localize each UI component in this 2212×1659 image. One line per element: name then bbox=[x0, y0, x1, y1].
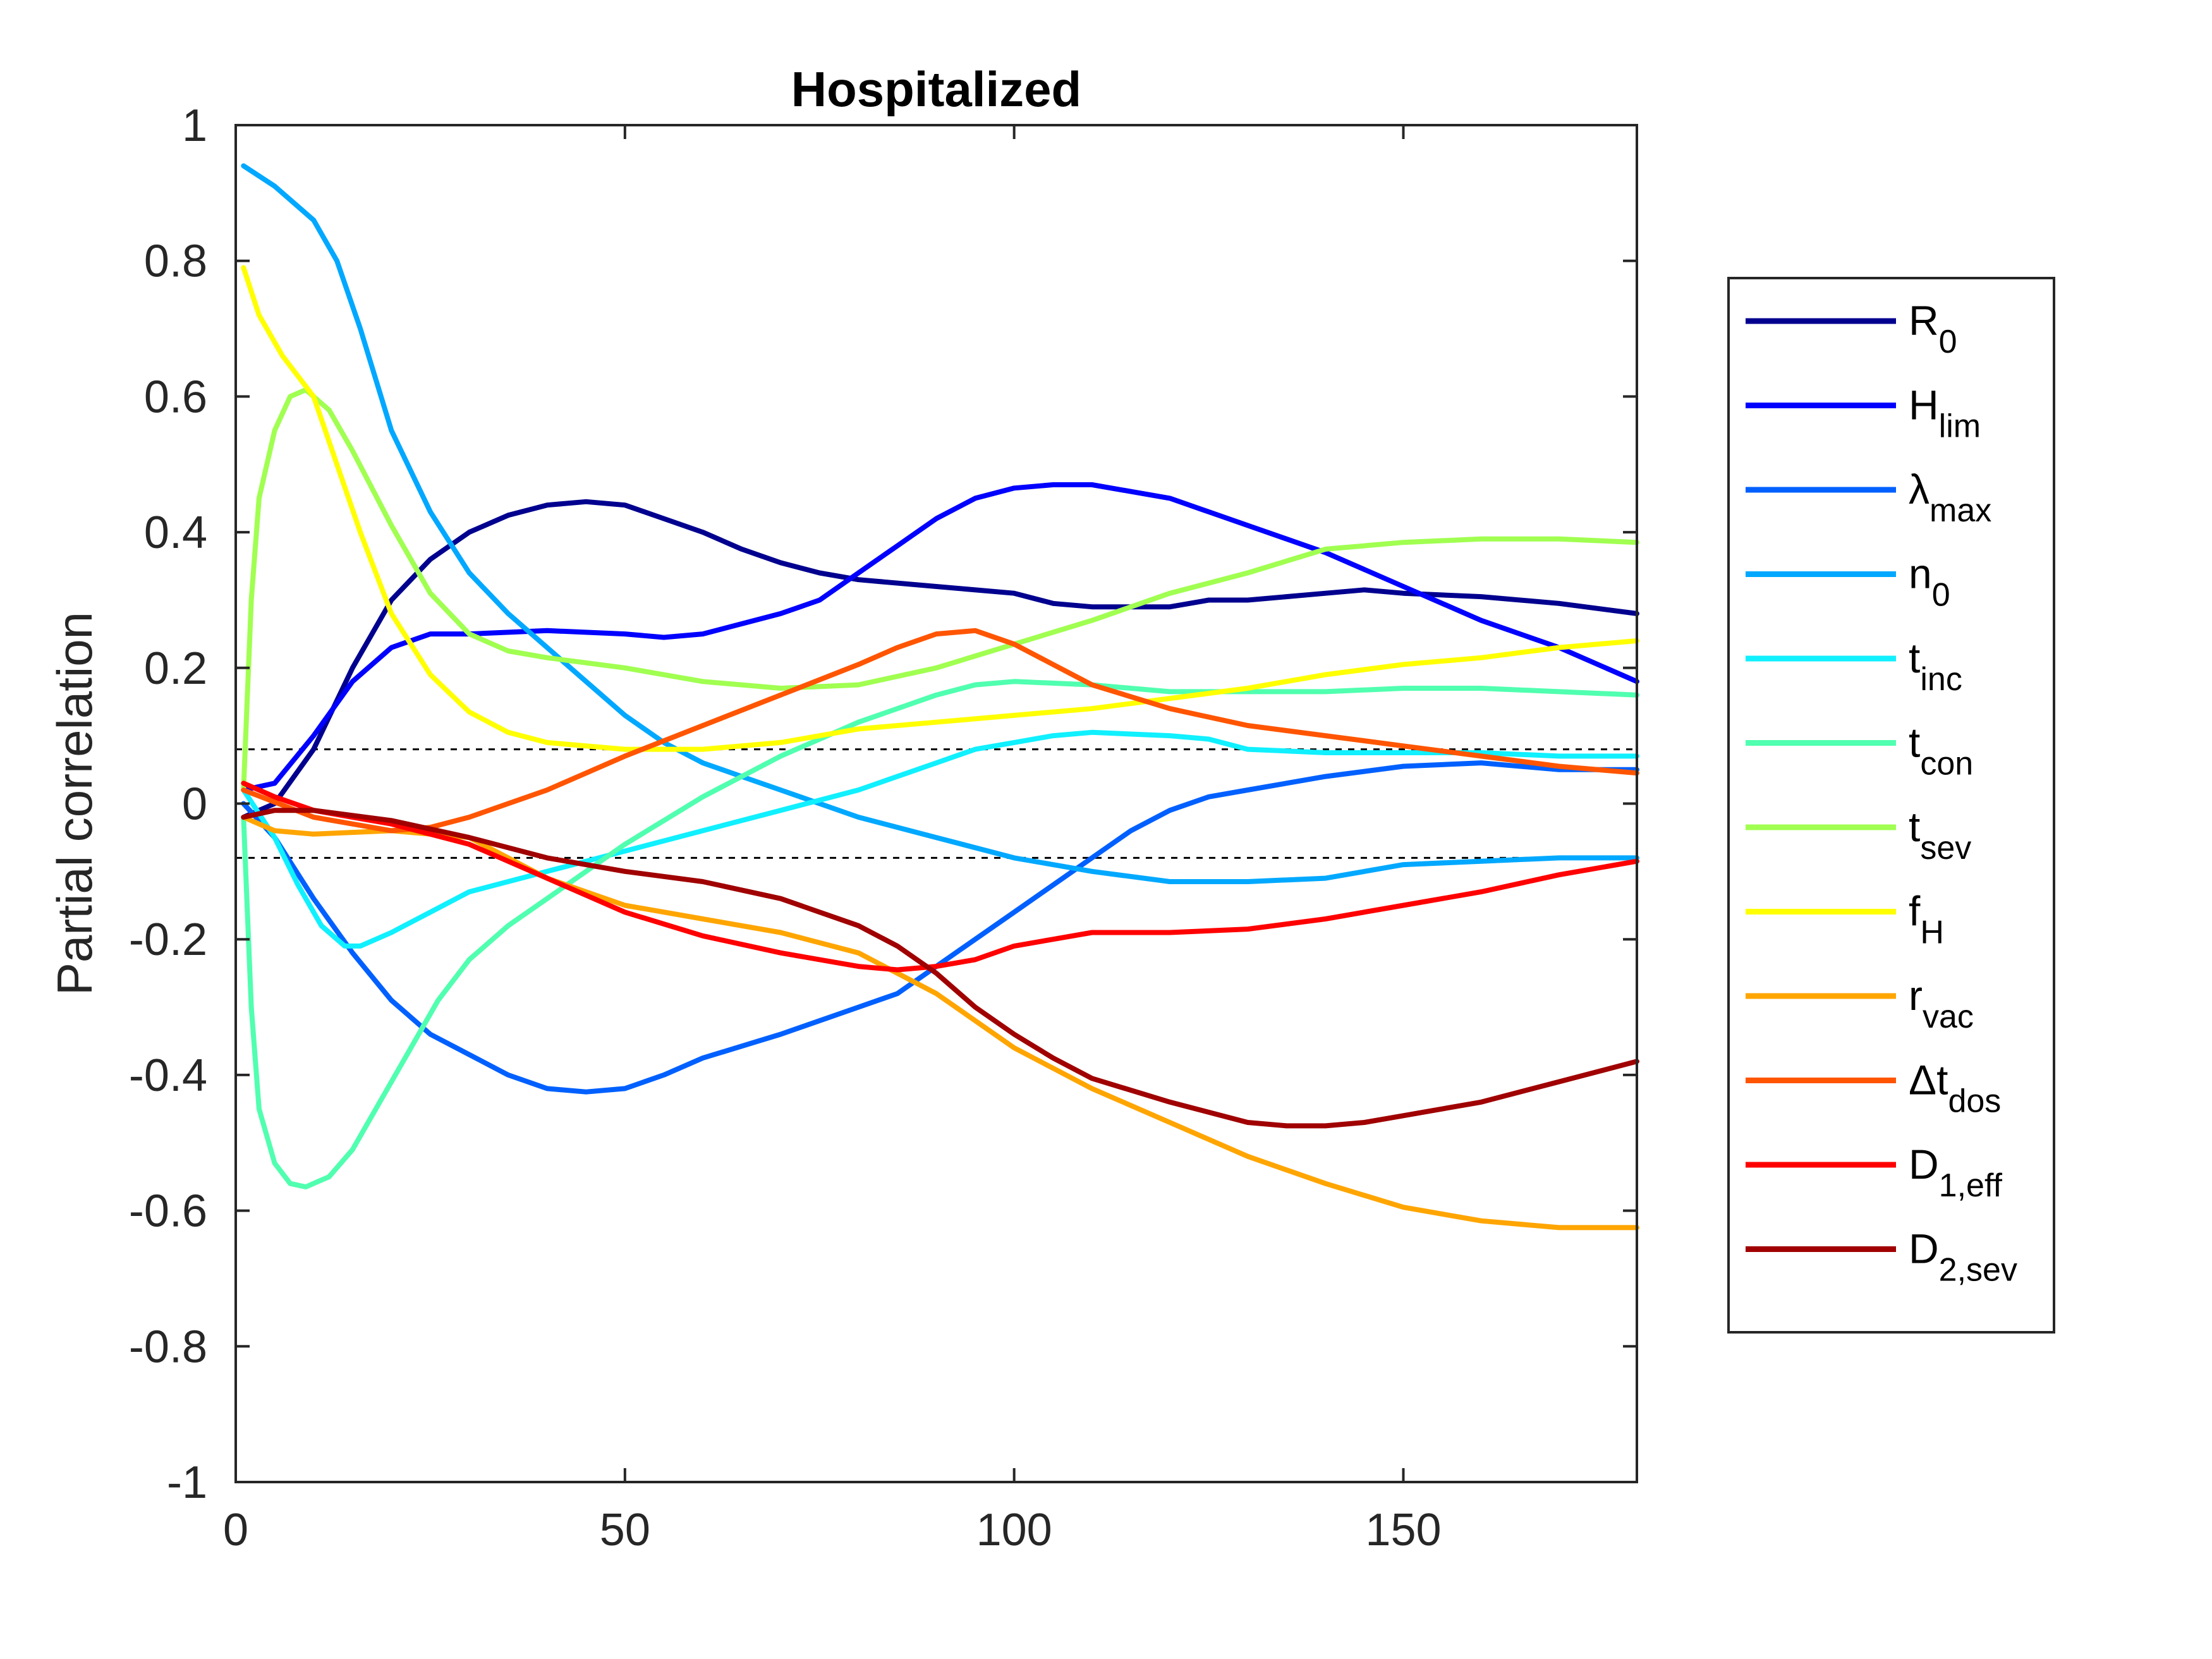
legend-label-12: D2,sev bbox=[1909, 1225, 2017, 1289]
legend-label-2: Hlim bbox=[1909, 382, 1981, 445]
legend-label-9: rvac bbox=[1909, 972, 1974, 1035]
legend-label-5: tinc bbox=[1909, 635, 1962, 698]
legend-label-7: tsev bbox=[1909, 803, 1971, 866]
legend-label-3: λmax bbox=[1909, 466, 1991, 529]
series-line-6 bbox=[241, 679, 1639, 1189]
x-tick-label: 150 bbox=[1365, 1505, 1441, 1555]
series-line-1 bbox=[241, 499, 1639, 820]
y-tick-label: -0.2 bbox=[129, 915, 207, 965]
series-line-11 bbox=[241, 781, 1639, 973]
y-tick-label: 0 bbox=[182, 779, 207, 830]
chart-title: Hospitalized bbox=[791, 61, 1081, 117]
axis-tick-labels: 0 50 100 150 -1 -0.8 -0.6 -0.4 -0.2 0 0.2 0.4 0.6 0.8… bbox=[129, 100, 1442, 1555]
series-line-10 bbox=[241, 628, 1639, 834]
legend-label-6: tcon bbox=[1909, 719, 1973, 782]
axis-ticks bbox=[234, 124, 1637, 1483]
legend-label-4: n0 bbox=[1909, 550, 1950, 614]
series-lines bbox=[241, 163, 1639, 1231]
y-tick-label: -0.4 bbox=[129, 1050, 207, 1101]
legend-label-10: Δtdos bbox=[1909, 1057, 2001, 1120]
reference-lines bbox=[236, 748, 1637, 859]
y-tick-label: -0.6 bbox=[129, 1186, 207, 1237]
legend-items: R0 Hlim λmax n0 tinc tcon tsev fH rvac Δtdos D1,ef… bbox=[1746, 297, 2017, 1289]
y-tick-label: 0.6 bbox=[144, 372, 207, 422]
y-tick-label: 0.8 bbox=[144, 236, 207, 287]
x-tick-label: 50 bbox=[600, 1505, 650, 1555]
y-tick-label: 0.2 bbox=[144, 643, 207, 694]
x-tick-label: 0 bbox=[223, 1505, 248, 1555]
legend-box bbox=[1727, 277, 2055, 1334]
series-line-4 bbox=[241, 163, 1639, 884]
series-line-2 bbox=[241, 482, 1639, 793]
series-line-5 bbox=[241, 729, 1639, 949]
legend-label-8: fH bbox=[1909, 888, 1944, 951]
y-axis-label: Partial correlation bbox=[47, 612, 102, 995]
x-tick-label: 100 bbox=[976, 1505, 1052, 1555]
y-tick-label: -0.8 bbox=[129, 1322, 207, 1372]
y-tick-label: 1 bbox=[182, 100, 207, 151]
y-tick-label: 0.4 bbox=[144, 507, 207, 558]
legend: R0 Hlim λmax n0 tinc tcon tsev fH rvac Δtdos D1,ef… bbox=[1727, 277, 2055, 1334]
series-line-8 bbox=[241, 265, 1639, 752]
y-tick-label: -1 bbox=[167, 1457, 207, 1508]
legend-label-1: R0 bbox=[1909, 297, 1957, 360]
legend-label-11: D1,eff bbox=[1909, 1141, 2002, 1204]
series-line-12 bbox=[241, 808, 1639, 1129]
series-line-7 bbox=[241, 387, 1639, 793]
